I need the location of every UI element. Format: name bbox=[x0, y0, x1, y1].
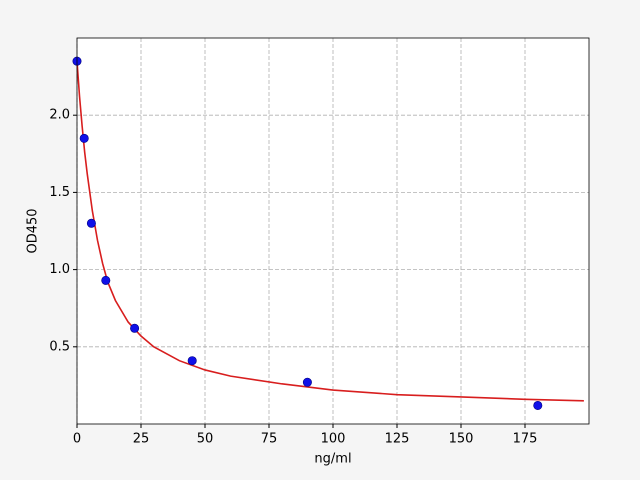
x-tick-label: 100 bbox=[321, 432, 346, 447]
data-point bbox=[187, 356, 197, 366]
data-point bbox=[101, 275, 111, 285]
x-tick-label: 150 bbox=[449, 432, 474, 447]
y-tick-label: 1.0 bbox=[49, 262, 70, 277]
x-tick-label: 50 bbox=[197, 432, 214, 447]
data-point bbox=[302, 377, 312, 387]
x-tick-label: 25 bbox=[133, 432, 150, 447]
x-axis-label: ng/ml bbox=[314, 452, 351, 467]
plot-frame bbox=[76, 37, 590, 425]
y-axis-label: OD450 bbox=[26, 208, 41, 253]
y-tick-label: 2.0 bbox=[49, 108, 70, 123]
y-tick-label: 0.5 bbox=[49, 339, 70, 354]
x-tick-label: 175 bbox=[513, 432, 538, 447]
x-tick-label: 0 bbox=[73, 432, 81, 447]
y-tick-label: 1.5 bbox=[49, 185, 70, 200]
data-point bbox=[86, 218, 96, 228]
data-point bbox=[533, 400, 543, 410]
data-point bbox=[79, 133, 89, 143]
data-point bbox=[130, 323, 140, 333]
x-tick-label: 125 bbox=[385, 432, 410, 447]
x-tick-label: 75 bbox=[261, 432, 278, 447]
